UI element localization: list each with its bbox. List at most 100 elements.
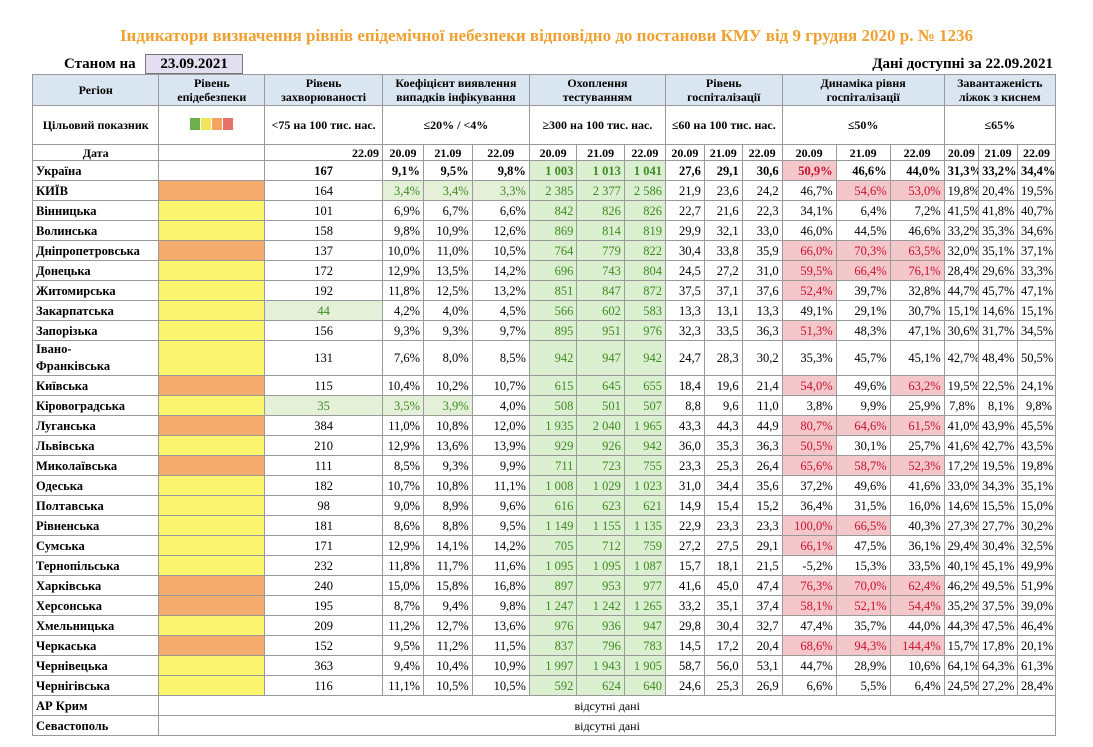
hosp-value: 37,6	[741, 280, 783, 301]
testing-value: 895	[528, 320, 578, 341]
hosp-dyn-value: 46,7%	[781, 180, 837, 201]
incidence-value: 158	[264, 220, 383, 241]
table-row: Дніпропетровська 137 10,0% 11,0% 10,5% 764 779…	[31, 240, 1056, 261]
oxygen-value: 41,0%	[943, 415, 980, 436]
danger-level-cell	[158, 260, 266, 281]
target-detection: ≤20% / <4%	[381, 105, 530, 145]
hosp-value: 21,4	[741, 375, 783, 396]
legend-swatch-2	[211, 117, 222, 130]
hosp-dyn-value: 35,3%	[781, 340, 837, 376]
hosp-value: 15,2	[741, 495, 783, 516]
oxygen-value: 41,5%	[943, 200, 980, 221]
detection-value: 12,7%	[423, 615, 473, 636]
hosp-dyn-value: 63,5%	[889, 240, 945, 261]
testing-value: 1 149	[528, 515, 578, 536]
oxygen-value: 45,1%	[978, 555, 1019, 576]
region-name: Житомирська	[31, 280, 160, 301]
oxygen-value: 47,5%	[978, 615, 1019, 636]
oxygen-value: 27,3%	[943, 515, 980, 536]
oxygen-value: 45,5%	[1017, 415, 1056, 436]
danger-level-cell	[158, 300, 266, 321]
detection-value: 3,4%	[423, 180, 473, 201]
hosp-value: 43,3	[664, 415, 705, 436]
hosp-dyn-value: 6,6%	[781, 675, 837, 696]
testing-value: 1 023	[623, 475, 666, 496]
danger-level-cell	[158, 655, 266, 676]
testing-value: 1 247	[528, 595, 578, 616]
hosp-dyn-value: 28,9%	[835, 655, 891, 676]
hosp-value: 29,8	[664, 615, 705, 636]
detection-value: 9,7%	[471, 320, 530, 341]
detection-value: 13,2%	[471, 280, 530, 301]
oxygen-value: 49,5%	[978, 575, 1019, 596]
oxygen-value: 34,3%	[978, 475, 1019, 496]
table-row: Луганська 384 11,0% 10,8% 12,0% 1 935 2 040 1 9…	[31, 415, 1056, 436]
header-oxygen: Завантаженість ліжок з киснем	[943, 74, 1057, 106]
detection-value: 8,5%	[471, 340, 530, 376]
table-row: Кіровоградська 35 3,5% 3,9% 4,0% 508 501 507 8,8…	[31, 395, 1056, 416]
table-row: Київська 115 10,4% 10,2% 10,7% 615 645 655 18,4 1…	[31, 375, 1056, 396]
testing-value: 2 385	[528, 180, 578, 201]
table-row: Чернігівська 116 11,1% 10,5% 10,5% 592 624 640 2…	[31, 675, 1056, 696]
hosp-dyn-value: 51,3%	[781, 320, 837, 341]
danger-level-cell	[158, 340, 266, 376]
detection-value: 6,9%	[381, 200, 425, 221]
date-oxy-2: 21.09	[978, 144, 1019, 161]
oxygen-value: 32,0%	[943, 240, 980, 261]
hosp-dyn-value: 50,5%	[781, 435, 837, 456]
oxygen-value: 14,6%	[943, 495, 980, 516]
testing-value: 847	[576, 280, 625, 301]
region-name: Полтавська	[31, 495, 160, 516]
oxygen-value: 35,1%	[978, 240, 1019, 261]
testing-value: 705	[528, 535, 578, 556]
incidence-value: 167	[264, 160, 383, 181]
hosp-dyn-value: 76,3%	[781, 575, 837, 596]
oxygen-value: 37,1%	[1017, 240, 1056, 261]
hosp-dyn-value: 44,7%	[781, 655, 837, 676]
testing-value: 851	[528, 280, 578, 301]
hosp-value: 14,9	[664, 495, 705, 516]
target-row: Цільовий показник <75 на 100 тис. нас. ≤…	[31, 105, 1057, 145]
detection-value: 8,7%	[381, 595, 425, 616]
detection-value: 11,2%	[423, 635, 473, 656]
region-name: Львівська	[31, 435, 160, 456]
testing-value: 711	[528, 455, 578, 476]
hosp-dyn-value: 54,6%	[835, 180, 891, 201]
hosp-value: 9,6	[703, 395, 743, 416]
detection-value: 8,5%	[381, 455, 425, 476]
detection-value: 8,0%	[423, 340, 473, 376]
detection-value: 6,7%	[423, 200, 473, 221]
hosp-value: 18,1	[703, 555, 743, 576]
table-row: Вінницька 101 6,9% 6,7% 6,6% 842 826 826 22,7 21,…	[31, 200, 1056, 221]
hosp-value: 23,6	[703, 180, 743, 201]
danger-level-cell	[158, 240, 266, 261]
hosp-value: 37,5	[664, 280, 705, 301]
detection-value: 9,5%	[381, 635, 425, 656]
hosp-dyn-value: 80,7%	[781, 415, 837, 436]
table-row: Черкаська 152 9,5% 11,2% 11,5% 837 796 783 14,5 1…	[31, 635, 1056, 656]
hosp-dyn-value: 10,6%	[889, 655, 945, 676]
incidence-value: 115	[264, 375, 383, 396]
level-legend	[158, 105, 266, 145]
hosp-dyn-value: 41,6%	[889, 475, 945, 496]
dates-label: Дата	[31, 144, 160, 161]
region-name: Вінницька	[31, 200, 160, 221]
detection-value: 3,9%	[423, 395, 473, 416]
hosp-dyn-value: 40,3%	[889, 515, 945, 536]
detection-value: 9,3%	[381, 320, 425, 341]
hosp-value: 31,0	[664, 475, 705, 496]
testing-value: 947	[576, 340, 625, 376]
danger-level-cell	[158, 575, 266, 596]
hosp-value: 13,3	[664, 300, 705, 321]
testing-value: 759	[623, 535, 666, 556]
header-testing: Охоплення тестуванням	[528, 74, 666, 106]
testing-value: 1 095	[576, 555, 625, 576]
region-name: Чернівецька	[31, 655, 160, 676]
testing-value: 814	[576, 220, 625, 241]
oxygen-value: 35,3%	[978, 220, 1019, 241]
incidence-value: 232	[264, 555, 383, 576]
oxygen-value: 34,6%	[1017, 220, 1056, 241]
danger-level-cell	[158, 415, 266, 436]
table-row: Україна 167 9,1% 9,5% 9,8% 1 003 1 013 1 041 27,…	[31, 160, 1056, 181]
testing-value: 942	[528, 340, 578, 376]
